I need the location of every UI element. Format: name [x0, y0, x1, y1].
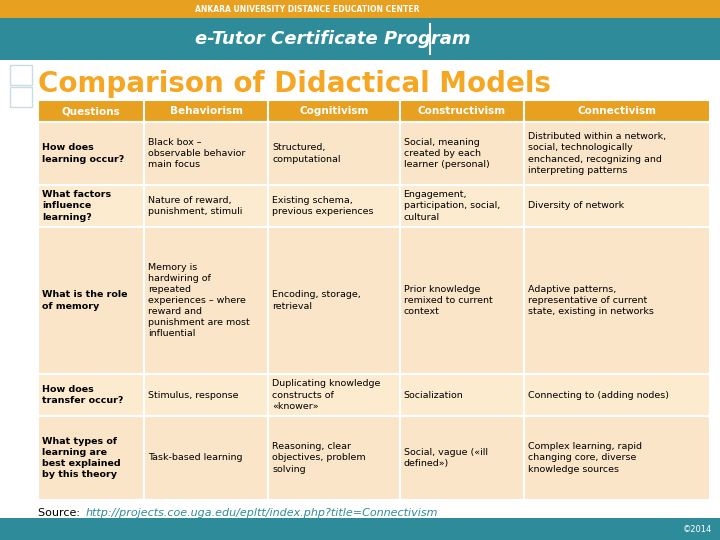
Text: What factors
influence
learning?: What factors influence learning?	[42, 191, 111, 221]
Bar	[269, 122, 400, 185]
Text: Engagement,
participation, social,
cultural: Engagement, participation, social, cultu…	[403, 191, 500, 221]
Bar	[400, 122, 524, 185]
Bar	[38, 100, 144, 122]
Bar	[524, 227, 710, 374]
Bar	[400, 374, 524, 416]
Text: What is the role
of memory: What is the role of memory	[42, 291, 127, 310]
Bar	[400, 227, 524, 374]
Text: Nature of reward,
punishment, stimuli: Nature of reward, punishment, stimuli	[148, 196, 243, 216]
Text: Constructivism: Constructivism	[418, 106, 505, 116]
Bar	[400, 416, 524, 500]
Bar	[269, 374, 400, 416]
Bar	[269, 227, 400, 374]
Text: What types of
learning are
best explained
by this theory: What types of learning are best explaine…	[42, 437, 121, 479]
Text: Distributed within a network,
social, technologically
enchanced, recognizing and: Distributed within a network, social, te…	[528, 132, 666, 174]
Bar	[0, 18, 720, 60]
Text: How does
learning occur?: How does learning occur?	[42, 144, 125, 164]
Bar	[144, 227, 269, 374]
Bar	[10, 65, 32, 85]
Bar	[0, 0, 720, 18]
Bar	[38, 185, 144, 227]
Bar	[524, 122, 710, 185]
Text: Socialization: Socialization	[403, 390, 463, 400]
Text: Comparison of Didactical Models: Comparison of Didactical Models	[38, 70, 551, 98]
Bar	[38, 122, 144, 185]
Text: How does
transfer occur?: How does transfer occur?	[42, 385, 123, 405]
Bar	[269, 416, 400, 500]
Text: Existing schema,
previous experiences: Existing schema, previous experiences	[272, 196, 374, 216]
Bar	[524, 416, 710, 500]
Bar	[524, 100, 710, 122]
Bar	[524, 185, 710, 227]
Bar	[400, 100, 524, 122]
Text: Prior knowledge
remixed to current
context: Prior knowledge remixed to current conte…	[403, 285, 492, 316]
Bar	[144, 416, 269, 500]
Text: Complex learning, rapid
changing core, diverse
knowledge sources: Complex learning, rapid changing core, d…	[528, 442, 642, 474]
Bar	[144, 122, 269, 185]
Text: Social, vague («ill
defined»): Social, vague («ill defined»)	[403, 448, 487, 468]
Bar	[144, 185, 269, 227]
Bar	[38, 416, 144, 500]
Text: http://projects.coe.uga.edu/epltt/index.php?title=Connectivism: http://projects.coe.uga.edu/epltt/index.…	[86, 508, 438, 518]
Bar	[524, 374, 710, 416]
Text: ANKARA UNIVERSITY DISTANCE EDUCATION CENTER: ANKARA UNIVERSITY DISTANCE EDUCATION CEN…	[195, 4, 420, 14]
Text: Stimulus, response: Stimulus, response	[148, 390, 238, 400]
Bar	[38, 227, 144, 374]
Text: Questions: Questions	[62, 106, 120, 116]
Text: Connectivism: Connectivism	[577, 106, 657, 116]
Text: Cognitivism: Cognitivism	[300, 106, 369, 116]
Text: Task-based learning: Task-based learning	[148, 454, 243, 462]
Text: Duplicating knowledge
constructs of
«knower»: Duplicating knowledge constructs of «kno…	[272, 380, 381, 410]
Bar	[10, 87, 32, 107]
Text: Diversity of network: Diversity of network	[528, 201, 624, 211]
Bar	[400, 185, 524, 227]
Text: Memory is
hardwiring of
repeated
experiences – where
reward and
punishment are m: Memory is hardwiring of repeated experie…	[148, 262, 250, 338]
Bar	[269, 100, 400, 122]
Text: ©2014: ©2014	[683, 524, 712, 534]
Bar	[269, 185, 400, 227]
Text: Structured,
computational: Structured, computational	[272, 144, 341, 164]
Bar	[0, 518, 720, 540]
Text: Encoding, storage,
retrieval: Encoding, storage, retrieval	[272, 291, 361, 310]
Text: Social, meaning
created by each
learner (personal): Social, meaning created by each learner …	[403, 138, 490, 169]
Text: e-Tutor Certificate Program: e-Tutor Certificate Program	[195, 30, 471, 48]
Bar	[144, 374, 269, 416]
Text: Reasoning, clear
objectives, problem
solving: Reasoning, clear objectives, problem sol…	[272, 442, 366, 474]
Text: Black box –
observable behavior
main focus: Black box – observable behavior main foc…	[148, 138, 246, 169]
Text: Behaviorism: Behaviorism	[170, 106, 243, 116]
Bar	[144, 100, 269, 122]
Bar	[38, 374, 144, 416]
Text: Source:: Source:	[38, 508, 84, 518]
Text: Adaptive patterns,
representative of current
state, existing in networks: Adaptive patterns, representative of cur…	[528, 285, 654, 316]
Text: Connecting to (adding nodes): Connecting to (adding nodes)	[528, 390, 669, 400]
